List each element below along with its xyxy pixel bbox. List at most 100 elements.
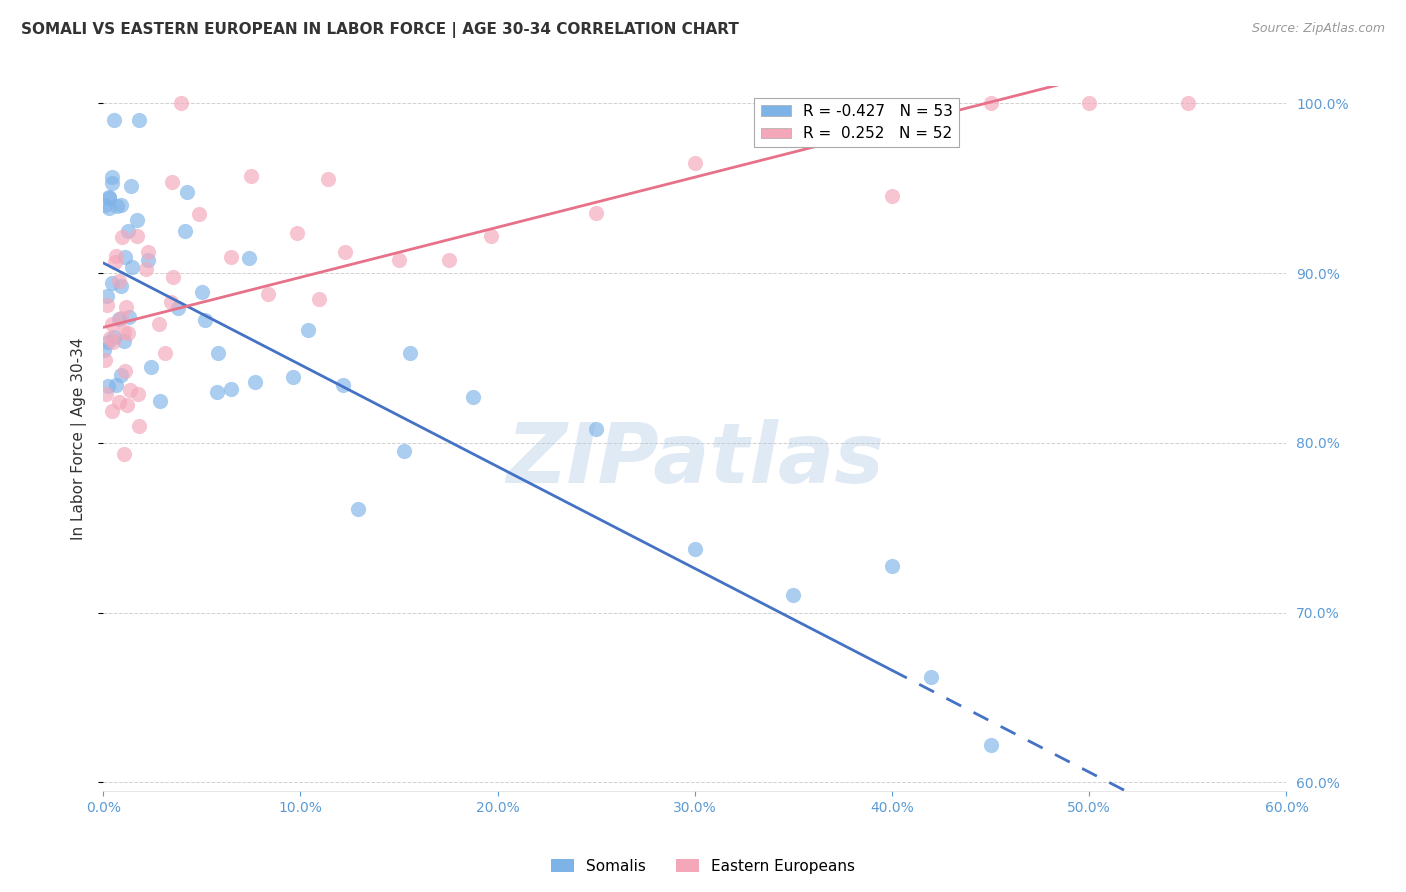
Point	[104, 255, 127, 269]
Point	[399, 345, 422, 359]
Point	[112, 334, 135, 348]
Point	[111, 230, 134, 244]
Point	[110, 197, 132, 211]
Legend: Somalis, Eastern Europeans: Somalis, Eastern Europeans	[544, 853, 862, 880]
Point	[115, 398, 138, 412]
Point	[94, 197, 117, 211]
Point	[174, 224, 197, 238]
Point	[121, 260, 143, 275]
Point	[107, 311, 129, 326]
Point	[97, 379, 120, 393]
Point	[114, 300, 136, 314]
Point	[980, 738, 1002, 752]
Point	[101, 334, 124, 349]
Point	[120, 179, 142, 194]
Point	[94, 387, 117, 401]
Point	[128, 418, 150, 433]
Point	[114, 364, 136, 378]
Point	[118, 310, 141, 325]
Text: ZIPatlas: ZIPatlas	[506, 419, 884, 500]
Point	[136, 253, 159, 268]
Point	[1177, 96, 1199, 111]
Point	[135, 262, 157, 277]
Point	[114, 251, 136, 265]
Point	[148, 317, 170, 331]
Point	[170, 96, 193, 111]
Point	[388, 252, 411, 267]
Point	[333, 244, 356, 259]
Point	[108, 274, 131, 288]
Point	[120, 384, 142, 398]
Point	[188, 207, 211, 221]
Point	[125, 212, 148, 227]
Point	[100, 404, 122, 418]
Point	[162, 270, 184, 285]
Text: Source: ZipAtlas.com: Source: ZipAtlas.com	[1251, 22, 1385, 36]
Point	[257, 286, 280, 301]
Point	[240, 169, 263, 184]
Point	[880, 558, 903, 573]
Point	[394, 444, 416, 458]
Point	[160, 295, 183, 310]
Point	[101, 277, 124, 291]
Point	[285, 226, 308, 240]
Point	[139, 359, 162, 374]
Point	[585, 422, 607, 436]
Point	[191, 285, 214, 299]
Point	[117, 326, 139, 340]
Point	[207, 346, 229, 360]
Point	[153, 346, 176, 360]
Point	[97, 335, 120, 350]
Point	[683, 156, 706, 170]
Point	[332, 378, 354, 392]
Point	[101, 317, 124, 331]
Point	[921, 670, 943, 684]
Point	[160, 175, 183, 189]
Point	[221, 250, 243, 264]
Point	[437, 253, 460, 268]
Point	[176, 185, 198, 199]
Point	[104, 249, 127, 263]
Point	[347, 501, 370, 516]
Point	[1078, 96, 1101, 111]
Point	[98, 331, 121, 345]
Point	[880, 188, 903, 202]
Point	[128, 113, 150, 128]
Point	[96, 298, 118, 312]
Point	[103, 113, 125, 128]
Point	[112, 325, 135, 339]
Point	[205, 384, 228, 399]
Point	[101, 177, 124, 191]
Point	[103, 330, 125, 344]
Point	[110, 278, 132, 293]
Point	[127, 228, 149, 243]
Point	[108, 395, 131, 409]
Point	[110, 310, 132, 325]
Point	[782, 133, 804, 147]
Point	[112, 447, 135, 461]
Point	[117, 224, 139, 238]
Point	[297, 323, 319, 337]
Point	[101, 170, 124, 185]
Point	[97, 201, 120, 215]
Point	[193, 313, 215, 327]
Point	[585, 205, 607, 219]
Point	[97, 190, 120, 204]
Point	[980, 96, 1002, 111]
Point	[245, 376, 267, 390]
Point	[782, 588, 804, 602]
Point	[98, 191, 121, 205]
Legend: R = -0.427   N = 53, R =  0.252   N = 52: R = -0.427 N = 53, R = 0.252 N = 52	[755, 97, 959, 147]
Point	[308, 293, 330, 307]
Point	[238, 252, 260, 266]
Point	[281, 370, 304, 384]
Point	[94, 353, 117, 368]
Point	[461, 390, 484, 404]
Point	[167, 301, 190, 315]
Point	[138, 245, 160, 260]
Y-axis label: In Labor Force | Age 30-34: In Labor Force | Age 30-34	[72, 337, 87, 540]
Point	[96, 289, 118, 303]
Point	[316, 172, 339, 186]
Point	[219, 382, 242, 396]
Point	[104, 377, 127, 392]
